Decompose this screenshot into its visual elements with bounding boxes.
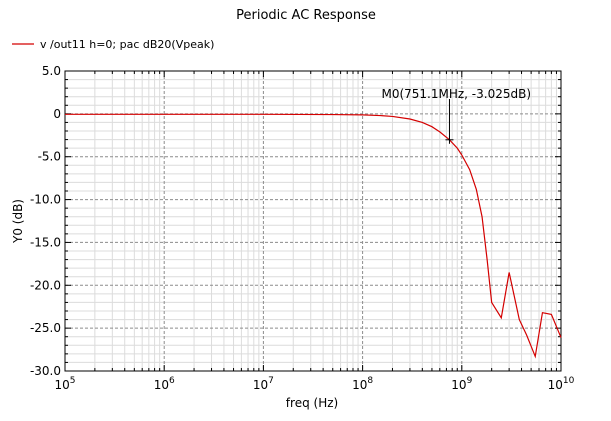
y-tick-label: -5.0	[38, 150, 61, 164]
minor-grid	[65, 71, 561, 371]
y-tick-label: 5.0	[42, 64, 61, 78]
x-tick-label: 106	[154, 376, 175, 392]
x-tick-labels: 105 106 107 108 109 1010	[54, 376, 574, 392]
major-grid	[65, 71, 561, 371]
x-axis-label: freq (Hz)	[286, 396, 338, 410]
y-tick-label: -20.0	[30, 278, 61, 292]
marker: M0(751.1MHz, -3.025dB)	[381, 87, 531, 144]
y-tick-label: -15.0	[30, 235, 61, 249]
series-line	[65, 113, 562, 359]
x-tick-label: 1010	[548, 376, 575, 392]
y-tick-label: 0	[53, 107, 61, 121]
x-tick-label: 109	[451, 376, 472, 392]
chart-title: Periodic AC Response	[236, 8, 376, 23]
x-tick-label: 107	[253, 376, 274, 392]
marker-label: M0(751.1MHz, -3.025dB)	[381, 87, 531, 101]
legend-entry: v /out11 h=0; pac dB20(Vpeak)	[40, 38, 214, 51]
y-tick-labels: 5.0 0 -5.0 -10.0 -15.0 -20.0 -25.0 -30.0	[30, 64, 61, 378]
y-axis-label: Y0 (dB)	[11, 199, 25, 244]
y-tick-label: -30.0	[30, 364, 61, 378]
legend: v /out11 h=0; pac dB20(Vpeak)	[12, 38, 214, 51]
x-tick-label: 108	[352, 376, 373, 392]
axis-ticks	[64, 70, 562, 372]
plot-frame	[64, 70, 562, 372]
x-tick-label: 105	[54, 376, 75, 392]
y-tick-label: -10.0	[30, 193, 61, 207]
y-tick-label: -25.0	[30, 321, 61, 335]
